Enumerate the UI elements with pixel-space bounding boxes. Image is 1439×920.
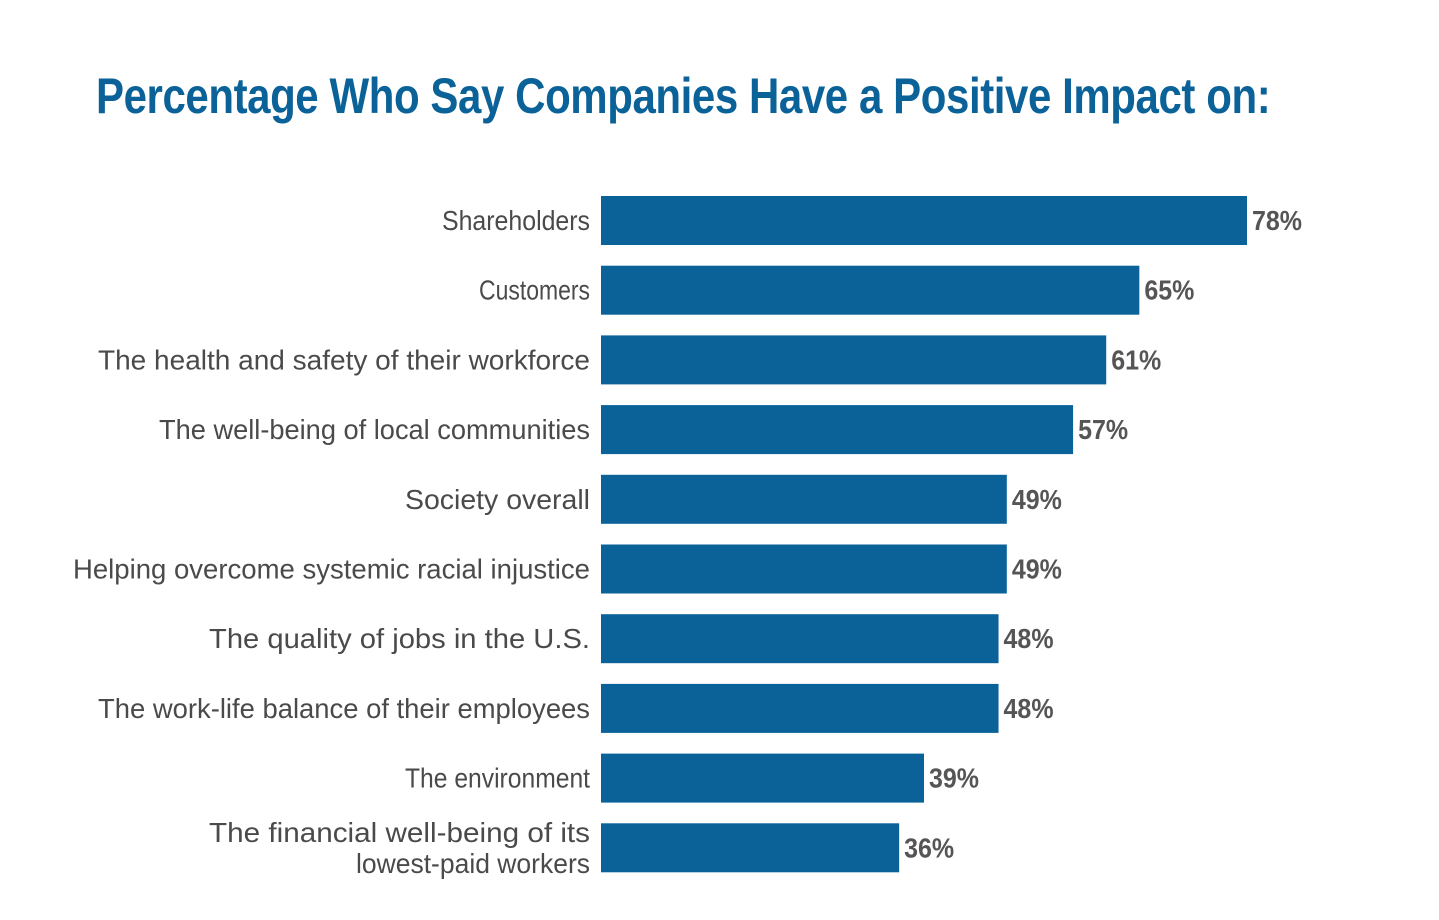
- category-label: The well-being of local communities: [159, 414, 590, 445]
- value-label: 48%: [1004, 693, 1054, 724]
- category-label: The environment: [405, 763, 590, 794]
- value-labels: 78% 65% 61% 57% 49% 49% 48% 48% 39% 36%: [904, 205, 1302, 863]
- bars-group: [601, 196, 1247, 873]
- value-label: 48%: [1004, 623, 1054, 654]
- bar: [601, 265, 1140, 315]
- category-label: lowest-paid workers: [356, 848, 590, 879]
- chart-title: Percentage Who Say Companies Have a Posi…: [96, 68, 1271, 124]
- category-label: Helping overcome systemic racial injusti…: [73, 554, 590, 585]
- category-label: Customers: [479, 275, 590, 306]
- bar: [601, 405, 1074, 455]
- bar: [601, 196, 1247, 245]
- value-label: 57%: [1078, 414, 1128, 445]
- bar: [601, 753, 924, 803]
- category-label: The quality of jobs in the U.S.: [209, 623, 590, 654]
- bar: [601, 823, 900, 873]
- value-label: 36%: [904, 832, 954, 863]
- category-label: The financial well-being of its: [209, 817, 590, 848]
- value-label: 61%: [1111, 344, 1161, 375]
- category-label: Shareholders: [442, 205, 590, 236]
- bar: [601, 614, 999, 664]
- bar: [601, 544, 1007, 594]
- value-label: 49%: [1012, 484, 1062, 515]
- category-labels: Shareholders Customers The health and safe…: [73, 205, 590, 879]
- value-label: 78%: [1252, 205, 1302, 236]
- value-label: 49%: [1012, 554, 1062, 585]
- bar: [601, 474, 1007, 524]
- bar: [601, 683, 999, 733]
- category-label: Society overall: [405, 484, 590, 515]
- bar: [601, 335, 1107, 385]
- value-label: 39%: [929, 763, 979, 794]
- value-label: 65%: [1144, 275, 1194, 306]
- category-label: The health and safety of their workforce: [98, 344, 590, 375]
- category-label: The work-life balance of their employees: [98, 693, 590, 724]
